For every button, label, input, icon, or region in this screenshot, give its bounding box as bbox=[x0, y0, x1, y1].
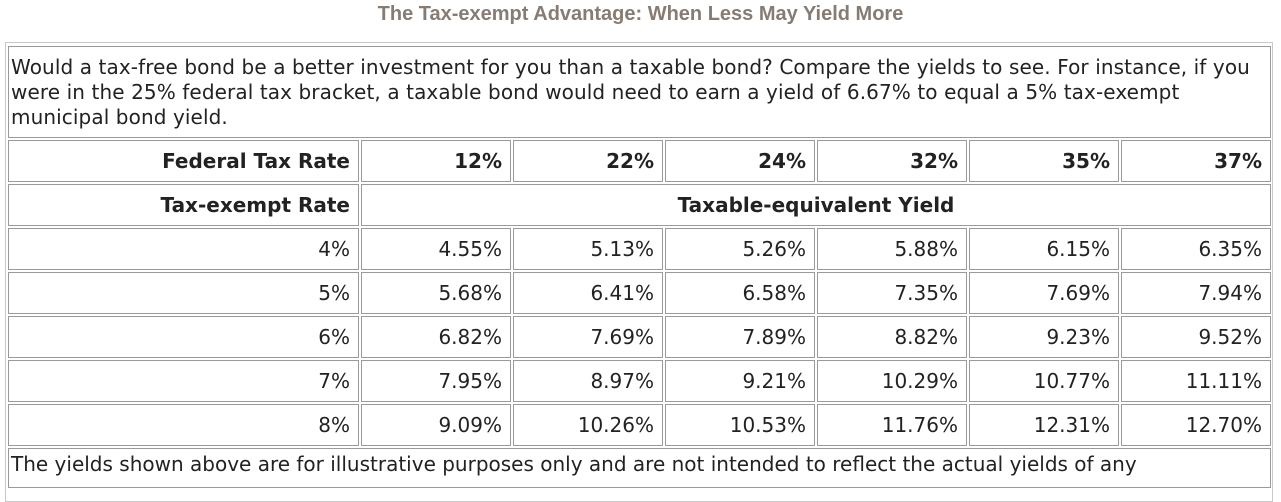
yield-cell: 7.35% bbox=[817, 272, 967, 314]
yield-cell: 12.31% bbox=[969, 404, 1119, 446]
yield-cell: 11.11% bbox=[1121, 360, 1271, 402]
yield-cell: 7.95% bbox=[361, 360, 511, 402]
subheader-row: Tax-exempt Rate Taxable-equivalent Yield bbox=[8, 184, 1271, 226]
tax-rate-header: 22% bbox=[513, 140, 663, 182]
tax-rate-header: 12% bbox=[361, 140, 511, 182]
yield-table: Would a tax-free bond be a better invest… bbox=[6, 44, 1273, 490]
tax-rate-header: 35% bbox=[969, 140, 1119, 182]
yield-cell: 11.76% bbox=[817, 404, 967, 446]
yield-cell: 5.26% bbox=[665, 228, 815, 270]
disclaimer-text: The yields shown above are for illustrat… bbox=[8, 448, 1271, 488]
yield-cell: 6.15% bbox=[969, 228, 1119, 270]
table-row: 4% 4.55% 5.13% 5.26% 5.88% 6.15% 6.35% bbox=[8, 228, 1271, 270]
yield-cell: 6.41% bbox=[513, 272, 663, 314]
tax-exempt-rate-cell: 7% bbox=[8, 360, 359, 402]
yield-cell: 6.82% bbox=[361, 316, 511, 358]
yield-cell: 10.77% bbox=[969, 360, 1119, 402]
yield-cell: 7.69% bbox=[513, 316, 663, 358]
yield-cell: 5.88% bbox=[817, 228, 967, 270]
yield-cell: 10.29% bbox=[817, 360, 967, 402]
table-row: 5% 5.68% 6.41% 6.58% 7.35% 7.69% 7.94% bbox=[8, 272, 1271, 314]
intro-text: Would a tax-free bond be a better invest… bbox=[8, 46, 1271, 138]
yield-cell: 6.35% bbox=[1121, 228, 1271, 270]
yield-cell: 12.70% bbox=[1121, 404, 1271, 446]
tax-exempt-rate-cell: 4% bbox=[8, 228, 359, 270]
federal-tax-rate-label: Federal Tax Rate bbox=[8, 140, 359, 182]
tax-exempt-rate-cell: 6% bbox=[8, 316, 359, 358]
yield-cell: 10.53% bbox=[665, 404, 815, 446]
yield-cell: 7.89% bbox=[665, 316, 815, 358]
yield-cell: 5.13% bbox=[513, 228, 663, 270]
table-row: 8% 9.09% 10.26% 10.53% 11.76% 12.31% 12.… bbox=[8, 404, 1271, 446]
intro-row: Would a tax-free bond be a better invest… bbox=[8, 46, 1271, 138]
yield-cell: 7.94% bbox=[1121, 272, 1271, 314]
yield-cell: 9.09% bbox=[361, 404, 511, 446]
yield-cell: 7.69% bbox=[969, 272, 1119, 314]
yield-cell: 9.52% bbox=[1121, 316, 1271, 358]
yield-cell: 4.55% bbox=[361, 228, 511, 270]
table-row: 7% 7.95% 8.97% 9.21% 10.29% 10.77% 11.11… bbox=[8, 360, 1271, 402]
yield-cell: 5.68% bbox=[361, 272, 511, 314]
footer-row: The yields shown above are for illustrat… bbox=[8, 448, 1271, 488]
yield-cell: 9.21% bbox=[665, 360, 815, 402]
tax-rate-header: 37% bbox=[1121, 140, 1271, 182]
yield-cell: 9.23% bbox=[969, 316, 1119, 358]
taxable-equivalent-yield-label: Taxable-equivalent Yield bbox=[361, 184, 1271, 226]
yield-cell: 8.97% bbox=[513, 360, 663, 402]
yield-cell: 6.58% bbox=[665, 272, 815, 314]
tax-rate-header: 24% bbox=[665, 140, 815, 182]
yield-cell: 10.26% bbox=[513, 404, 663, 446]
tax-exempt-rate-cell: 5% bbox=[8, 272, 359, 314]
tax-rate-header: 32% bbox=[817, 140, 967, 182]
table-row: 6% 6.82% 7.69% 7.89% 8.82% 9.23% 9.52% bbox=[8, 316, 1271, 358]
tax-exempt-rate-label: Tax-exempt Rate bbox=[8, 184, 359, 226]
tax-exempt-rate-cell: 8% bbox=[8, 404, 359, 446]
page-title: The Tax-exempt Advantage: When Less May … bbox=[377, 3, 904, 25]
yield-cell: 8.82% bbox=[817, 316, 967, 358]
tax-rate-header-row: Federal Tax Rate 12% 22% 24% 32% 35% 37% bbox=[8, 140, 1271, 182]
